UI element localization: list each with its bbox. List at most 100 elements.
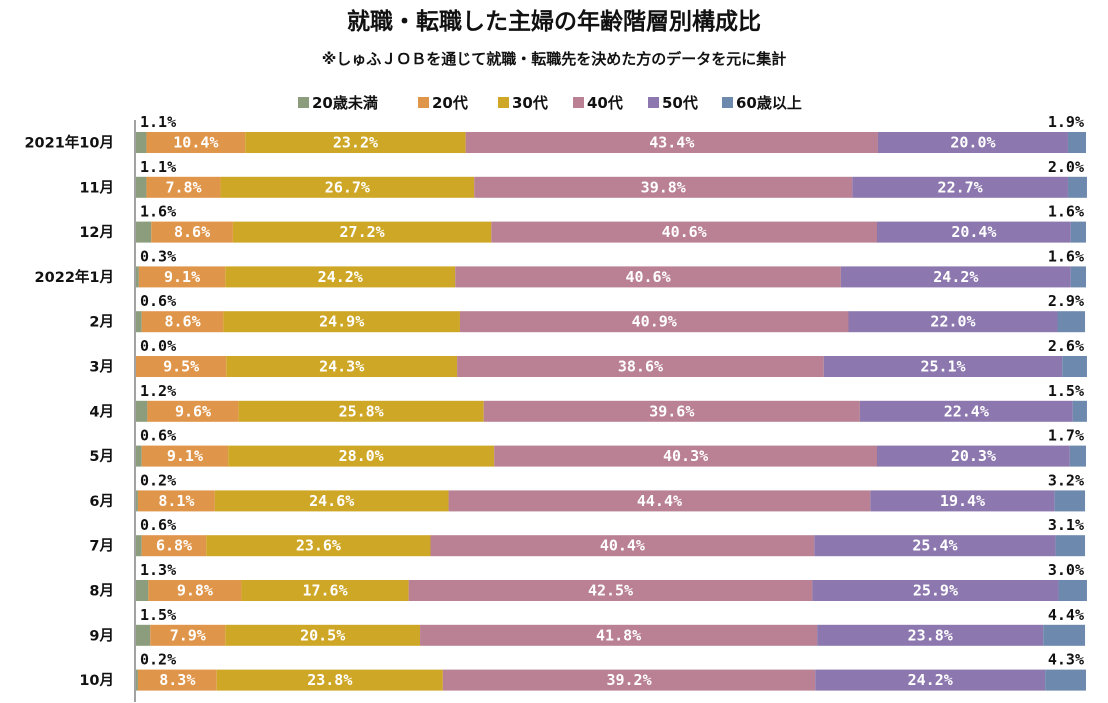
value-label-60歳以上-4月: 1.5% (1048, 382, 1084, 400)
bar-60歳以上-5月 (1069, 445, 1086, 467)
bar-30代-9月 (225, 624, 421, 646)
chart-title: 就職・転職した主婦の年齢階層別構成比 (347, 9, 761, 35)
value-label-60歳以上-9月: 4.4% (1048, 606, 1084, 624)
bar-50代-5月 (877, 445, 1070, 467)
value-label-40代-2021年10月: 43.4% (649, 134, 694, 152)
category-label-12月: 12月 (79, 224, 114, 241)
bar-40代-7月 (430, 535, 815, 557)
value-label-40代-4月: 39.6% (649, 402, 694, 420)
value-label-20代-12月: 8.6% (174, 223, 210, 241)
value-label-60歳以上-10月: 4.3% (1048, 651, 1084, 669)
value-label-40代-7月: 40.4% (600, 537, 645, 555)
bar-50代-3月 (823, 356, 1063, 377)
value-label-30代-4月: 25.8% (339, 402, 384, 420)
value-label-60歳以上-3月: 2.6% (1048, 337, 1084, 355)
value-label-30代-9月: 20.5% (300, 626, 345, 644)
value-label-20歳未満-2月: 0.6% (140, 292, 176, 310)
bar-40代-5月 (494, 445, 877, 467)
bar-60歳以上-6月 (1054, 490, 1086, 512)
value-label-20歳未満-2021年10月: 1.1% (140, 113, 176, 131)
value-label-30代-3月: 24.3% (319, 358, 364, 376)
value-label-20歳未満-2022年1月: 0.3% (140, 247, 176, 265)
value-label-50代-11月: 22.7% (938, 178, 983, 196)
category-label-8月: 8月 (89, 583, 114, 600)
value-label-60歳以上-2月: 2.9% (1048, 292, 1084, 310)
bar-30代-11月 (220, 176, 475, 198)
value-label-50代-6月: 19.4% (940, 492, 985, 510)
bar-20代-6月 (137, 490, 215, 512)
bar-50代-2022年1月 (840, 266, 1071, 288)
bar-60歳以上-7月 (1055, 535, 1086, 557)
category-label-7月: 7月 (89, 538, 114, 555)
category-label-6月: 6月 (89, 493, 114, 510)
value-label-20代-11月: 7.8% (165, 178, 201, 196)
bar-20歳未満-7月 (136, 535, 142, 557)
chart-subtitle: ※しゅふＪＯＢを通じて就職・転職先を決めた方のデータを元に集計 (321, 50, 787, 68)
category-label-11月: 11月 (79, 179, 114, 196)
legend-label-30代: 30代 (512, 94, 548, 112)
value-label-30代-2021年10月: 23.2% (333, 134, 378, 152)
bar-20歳未満-11月 (136, 176, 147, 198)
value-label-20歳未満-3月: 0.0% (140, 337, 176, 355)
category-label-2021年10月: 2021年10月 (24, 134, 114, 152)
value-label-60歳以上-11月: 2.0% (1048, 158, 1084, 176)
value-label-40代-12月: 40.6% (662, 223, 707, 241)
value-label-50代-9月: 23.8% (908, 626, 953, 644)
bar-50代-10月 (815, 669, 1046, 691)
category-label-4月: 4月 (89, 403, 114, 420)
value-label-20歳未満-5月: 0.6% (140, 427, 176, 445)
category-label-2022年1月: 2022年1月 (35, 268, 114, 286)
value-label-30代-2022年1月: 24.2% (318, 268, 363, 286)
bar-20歳未満-12月 (136, 221, 152, 243)
value-label-20代-7月: 6.8% (156, 537, 192, 555)
value-label-30代-7月: 23.6% (296, 537, 341, 555)
value-label-50代-2022年1月: 24.2% (933, 268, 978, 286)
bar-50代-12月 (877, 221, 1071, 243)
bar-20歳未満-10月 (136, 669, 138, 691)
bar-20歳未満-8月 (136, 580, 149, 601)
bar-30代-3月 (226, 356, 458, 377)
value-label-50代-2月: 22.0% (930, 313, 975, 331)
value-label-50代-3月: 25.1% (920, 358, 965, 376)
value-label-50代-5月: 20.3% (951, 447, 996, 465)
value-label-20代-8月: 9.8% (177, 582, 213, 600)
bar-40代-12月 (491, 221, 877, 243)
legend-label-20歳未満: 20歳未満 (312, 94, 378, 112)
bar-50代-2月 (848, 311, 1058, 333)
legend-label-20代: 20代 (432, 94, 468, 112)
bar-30代-7月 (206, 535, 431, 557)
value-label-20代-10月: 8.3% (159, 671, 195, 689)
bar-20歳未満-2月 (136, 311, 142, 333)
value-label-20代-2021年10月: 10.4% (173, 134, 218, 152)
value-label-40代-3月: 38.6% (618, 358, 663, 376)
value-label-30代-6月: 24.6% (309, 492, 354, 510)
bar-50代-11月 (852, 176, 1068, 198)
bar-20代-8月 (148, 580, 242, 601)
value-label-20代-5月: 9.1% (167, 447, 203, 465)
legend-swatch-50代 (648, 97, 659, 108)
bar-60歳以上-2022年1月 (1070, 266, 1086, 288)
bar-20歳未満-4月 (136, 400, 148, 422)
bar-20歳未満-2022年1月 (136, 266, 139, 288)
bar-20代-7月 (141, 535, 207, 557)
bar-20代-10月 (137, 669, 217, 691)
bar-60歳以上-2021年10月 (1067, 132, 1086, 153)
bar-20代-11月 (146, 176, 221, 198)
bar-60歳以上-8月 (1058, 580, 1087, 601)
bar-40代-2022年1月 (455, 266, 841, 288)
bar-20代-3月 (136, 356, 227, 377)
bar-40代-2月 (459, 311, 849, 333)
legend-swatch-20歳未満 (298, 97, 309, 108)
bar-20代-2021年10月 (146, 132, 246, 153)
bar-50代-4月 (859, 400, 1073, 422)
bars-area: 2021年10月 1.1% 10.4% 23.2% 43.4% 20.0% 1.9% 11月 1… (24, 113, 1087, 691)
bar-60歳以上-3月 (1062, 356, 1087, 377)
bar-50代-6月 (870, 490, 1055, 512)
bar-50代-8月 (812, 580, 1059, 601)
category-label-10月: 10月 (79, 672, 114, 689)
bar-40代-10月 (442, 669, 816, 691)
value-label-20代-4月: 9.6% (175, 402, 211, 420)
bar-30代-2022年1月 (225, 266, 456, 288)
bar-30代-2021年10月 (245, 132, 466, 153)
